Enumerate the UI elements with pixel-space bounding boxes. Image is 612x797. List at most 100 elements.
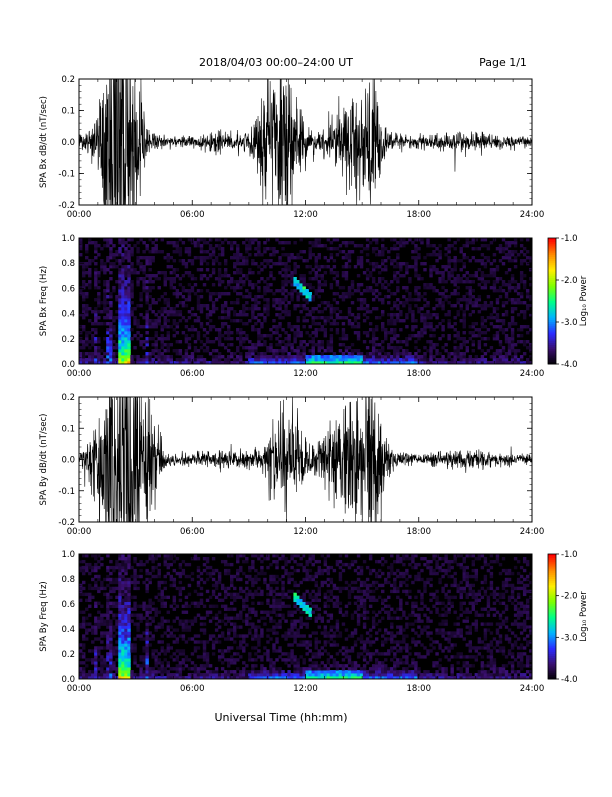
heatmap-cell [121, 271, 124, 274]
heatmap-cell [106, 670, 109, 673]
heatmap-cell [136, 280, 139, 283]
heatmap-cell [408, 307, 411, 310]
heatmap-cell [230, 628, 233, 631]
heatmap-cell [266, 277, 269, 280]
heatmap-cell [499, 328, 502, 331]
heatmap-cell [251, 307, 254, 310]
heatmap-cell [118, 554, 121, 557]
heatmap-cell [469, 313, 472, 316]
heatmap-cell [164, 596, 167, 599]
heatmap-cell [447, 265, 450, 268]
heatmap-cell [130, 250, 133, 253]
heatmap-cell [487, 337, 490, 340]
heatmap-cell [333, 352, 336, 355]
heatmap-cell [118, 617, 121, 620]
heatmap-cell [127, 619, 130, 622]
heatmap-cell [460, 355, 463, 358]
heatmap-cell [239, 625, 242, 628]
heatmap-cell [139, 277, 142, 280]
heatmap-cell [499, 340, 502, 343]
heatmap-cell [333, 271, 336, 274]
heatmap-cell [309, 664, 312, 667]
heatmap-cell [526, 304, 529, 307]
heatmap-cell [517, 298, 520, 301]
heatmap-cell [100, 617, 103, 620]
heatmap-cell [109, 277, 112, 280]
heatmap-cell [423, 283, 426, 286]
heatmap-cell [124, 340, 127, 343]
heatmap-cell [408, 265, 411, 268]
heatmap-cell [309, 256, 312, 259]
heatmap-cell [306, 289, 309, 292]
heatmap-cell [490, 271, 493, 274]
heatmap-cell [306, 572, 309, 575]
heatmap-cell [91, 640, 94, 643]
heatmap-cell [290, 253, 293, 256]
heatmap-cell [94, 337, 97, 340]
heatmap-cell [315, 655, 318, 658]
heatmap-cell [121, 661, 124, 664]
heatmap-cell [94, 673, 97, 676]
heatmap-cell [167, 331, 170, 334]
heatmap-cell [417, 331, 420, 334]
heatmap-cell [293, 602, 296, 605]
heatmap-cell [242, 602, 245, 605]
heatmap-cell [284, 241, 287, 244]
heatmap-cell [526, 292, 529, 295]
heatmap-cell [155, 655, 158, 658]
heatmap-cell [206, 346, 209, 349]
heatmap-cell [435, 349, 438, 352]
heatmap-cell [312, 295, 315, 298]
heatmap-cell [203, 673, 206, 676]
heatmap-cell [106, 652, 109, 655]
heatmap-cell [133, 658, 136, 661]
heatmap-cell [469, 337, 472, 340]
heatmap-cell [302, 605, 305, 608]
heatmap-cell [466, 307, 469, 310]
heatmap-cell [124, 617, 127, 620]
heatmap-cell [248, 578, 251, 581]
heatmap-cell [248, 611, 251, 614]
heatmap-cell [457, 274, 460, 277]
heatmap-cell [466, 292, 469, 295]
heatmap-cell [526, 307, 529, 310]
heatmap-cell [248, 283, 251, 286]
heatmap-cell [161, 619, 164, 622]
heatmap-cell [97, 274, 100, 277]
heatmap-cell [453, 328, 456, 331]
heatmap-cell [393, 337, 396, 340]
heatmap-cell [248, 652, 251, 655]
heatmap-cell [103, 271, 106, 274]
heatmap-cell [423, 316, 426, 319]
heatmap-cell [429, 265, 432, 268]
heatmap-cell [324, 328, 327, 331]
heatmap-cell [203, 628, 206, 631]
heatmap-cell [266, 584, 269, 587]
heatmap-cell [275, 301, 278, 304]
heatmap-cell [254, 670, 257, 673]
heatmap-cell [121, 590, 124, 593]
heatmap-cell [312, 268, 315, 271]
heatmap-cell [432, 253, 435, 256]
heatmap-cell [444, 265, 447, 268]
heatmap-cell [167, 337, 170, 340]
heatmap-cell [248, 670, 251, 673]
heatmap-cell [457, 346, 460, 349]
heatmap-cell [145, 569, 148, 572]
heatmap-cell [164, 307, 167, 310]
heatmap-cell [263, 646, 266, 649]
heatmap-cell [290, 566, 293, 569]
heatmap-cell [218, 334, 221, 337]
heatmap-cell [466, 346, 469, 349]
heatmap-cell [224, 593, 227, 596]
heatmap-cell [520, 274, 523, 277]
heatmap-cell [148, 602, 151, 605]
heatmap-cell [124, 274, 127, 277]
heatmap-cell [272, 631, 275, 634]
heatmap-cell [164, 355, 167, 358]
heatmap-cell [133, 307, 136, 310]
heatmap-cell [290, 358, 293, 361]
heatmap-cell [161, 673, 164, 676]
heatmap-cell [260, 253, 263, 256]
heatmap-cell [109, 250, 112, 253]
